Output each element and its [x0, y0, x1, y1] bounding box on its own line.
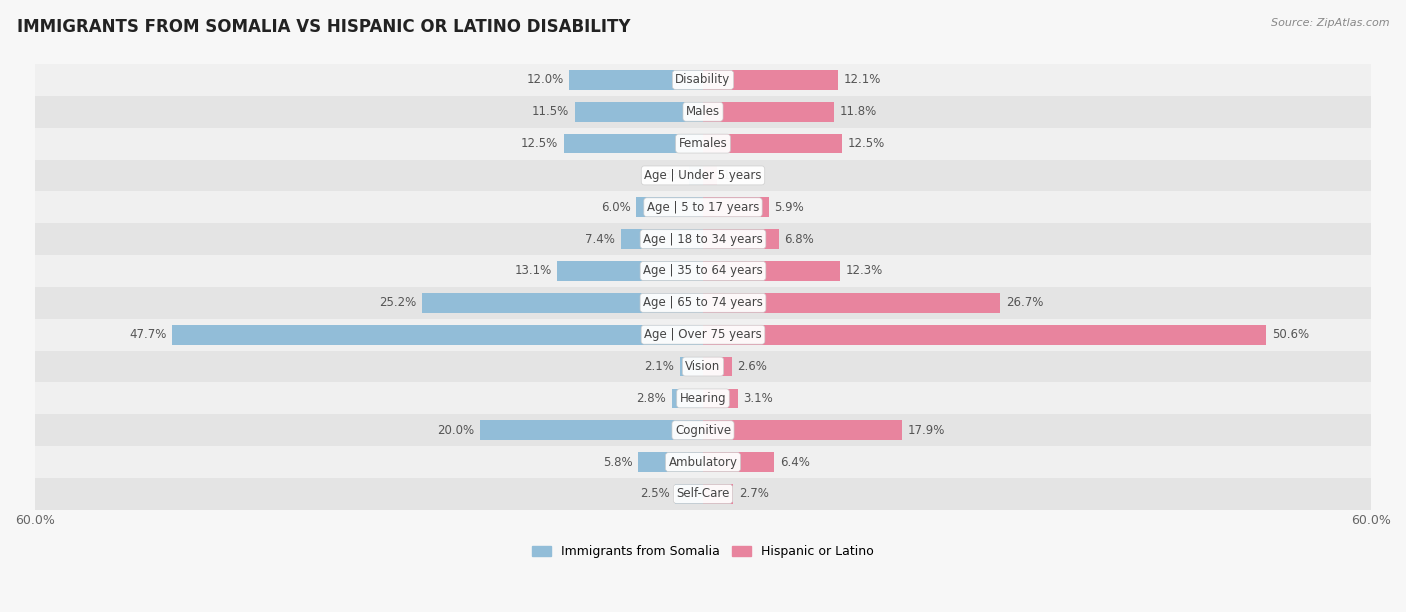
Bar: [35, 287, 1371, 319]
Text: 25.2%: 25.2%: [380, 296, 416, 309]
Bar: [689, 166, 703, 185]
Bar: [35, 446, 1371, 478]
Bar: [35, 478, 1371, 510]
Bar: [35, 382, 1371, 414]
Bar: [35, 414, 1371, 446]
Text: Age | 5 to 17 years: Age | 5 to 17 years: [647, 201, 759, 214]
Text: 12.1%: 12.1%: [844, 73, 880, 86]
Bar: [35, 255, 1371, 287]
Text: 2.5%: 2.5%: [640, 487, 669, 501]
Text: 12.0%: 12.0%: [527, 73, 564, 86]
Bar: [35, 192, 1371, 223]
Text: 6.0%: 6.0%: [600, 201, 631, 214]
Text: 6.4%: 6.4%: [780, 455, 810, 469]
Bar: [703, 70, 838, 90]
Text: Age | 35 to 64 years: Age | 35 to 64 years: [643, 264, 763, 277]
Bar: [481, 420, 703, 440]
Bar: [557, 261, 703, 281]
Text: 2.6%: 2.6%: [738, 360, 768, 373]
Bar: [672, 389, 703, 408]
Bar: [35, 351, 1371, 382]
Text: 12.5%: 12.5%: [522, 137, 558, 150]
Text: IMMIGRANTS FROM SOMALIA VS HISPANIC OR LATINO DISABILITY: IMMIGRANTS FROM SOMALIA VS HISPANIC OR L…: [17, 18, 630, 36]
Text: 50.6%: 50.6%: [1272, 328, 1309, 341]
Text: 26.7%: 26.7%: [1005, 296, 1043, 309]
Bar: [703, 293, 1000, 313]
Bar: [675, 484, 703, 504]
Text: 11.5%: 11.5%: [531, 105, 569, 118]
Text: 3.1%: 3.1%: [744, 392, 773, 405]
Bar: [35, 64, 1371, 96]
Bar: [638, 452, 703, 472]
Text: 6.8%: 6.8%: [785, 233, 814, 245]
Bar: [569, 70, 703, 90]
Text: Ambulatory: Ambulatory: [668, 455, 738, 469]
Text: Self-Care: Self-Care: [676, 487, 730, 501]
Text: 20.0%: 20.0%: [437, 424, 475, 437]
Bar: [422, 293, 703, 313]
Bar: [35, 319, 1371, 351]
Text: Age | 18 to 34 years: Age | 18 to 34 years: [643, 233, 763, 245]
Text: Age | 65 to 74 years: Age | 65 to 74 years: [643, 296, 763, 309]
Bar: [703, 261, 839, 281]
Text: 12.5%: 12.5%: [848, 137, 884, 150]
Text: Hearing: Hearing: [679, 392, 727, 405]
Bar: [35, 96, 1371, 128]
Text: 2.1%: 2.1%: [644, 360, 673, 373]
Text: Age | Under 5 years: Age | Under 5 years: [644, 169, 762, 182]
Text: Females: Females: [679, 137, 727, 150]
Bar: [636, 198, 703, 217]
Bar: [703, 166, 717, 185]
Text: Disability: Disability: [675, 73, 731, 86]
Text: 1.3%: 1.3%: [723, 169, 752, 182]
Bar: [703, 452, 775, 472]
Text: Age | Over 75 years: Age | Over 75 years: [644, 328, 762, 341]
Text: 5.8%: 5.8%: [603, 455, 633, 469]
Bar: [703, 389, 738, 408]
Bar: [35, 223, 1371, 255]
Bar: [575, 102, 703, 122]
Bar: [564, 133, 703, 154]
Bar: [703, 484, 733, 504]
Bar: [620, 230, 703, 249]
Bar: [703, 325, 1267, 345]
Text: 13.1%: 13.1%: [515, 264, 551, 277]
Bar: [35, 128, 1371, 160]
Legend: Immigrants from Somalia, Hispanic or Latino: Immigrants from Somalia, Hispanic or Lat…: [527, 540, 879, 564]
Text: 17.9%: 17.9%: [908, 424, 945, 437]
Bar: [703, 198, 769, 217]
Bar: [679, 357, 703, 376]
Text: 2.7%: 2.7%: [738, 487, 769, 501]
Text: Males: Males: [686, 105, 720, 118]
Bar: [703, 420, 903, 440]
Bar: [703, 357, 733, 376]
Text: Source: ZipAtlas.com: Source: ZipAtlas.com: [1271, 18, 1389, 28]
Text: 1.3%: 1.3%: [654, 169, 683, 182]
Text: 5.9%: 5.9%: [775, 201, 804, 214]
Text: 7.4%: 7.4%: [585, 233, 614, 245]
Bar: [172, 325, 703, 345]
Text: Vision: Vision: [685, 360, 721, 373]
Text: 11.8%: 11.8%: [839, 105, 877, 118]
Text: 12.3%: 12.3%: [845, 264, 883, 277]
Text: 47.7%: 47.7%: [129, 328, 166, 341]
Bar: [35, 160, 1371, 192]
Bar: [703, 102, 834, 122]
Text: Cognitive: Cognitive: [675, 424, 731, 437]
Bar: [703, 133, 842, 154]
Bar: [703, 230, 779, 249]
Text: 2.8%: 2.8%: [637, 392, 666, 405]
